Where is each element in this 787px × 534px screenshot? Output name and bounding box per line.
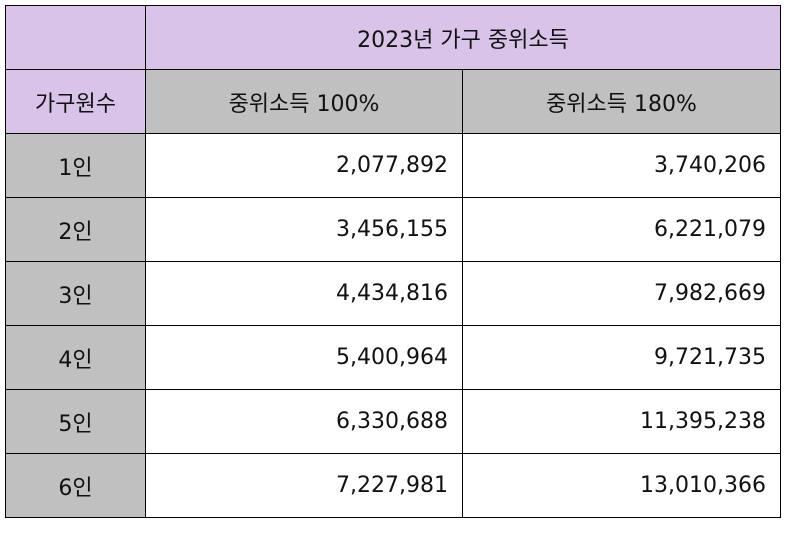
household-size-header: 가구원수 — [5, 69, 146, 134]
median-180-cell: 7,982,669 — [462, 261, 781, 326]
table-row: 1인 2,077,892 3,740,206 — [5, 133, 781, 198]
header-row: 가구원수 중위소득 100% 중위소득 180% — [5, 69, 781, 134]
table-row: 2인 3,456,155 6,221,079 — [5, 197, 781, 262]
table-title: 2023년 가구 중위소득 — [145, 5, 781, 70]
median-180-header: 중위소득 180% — [462, 69, 781, 134]
median-180-cell: 6,221,079 — [462, 197, 781, 262]
median-100-cell: 4,434,816 — [145, 261, 463, 326]
median-100-cell: 6,330,688 — [145, 389, 463, 454]
corner-cell — [5, 5, 146, 70]
median-100-cell: 7,227,981 — [145, 453, 463, 518]
household-size-cell: 2인 — [5, 197, 146, 262]
title-row: 2023년 가구 중위소득 — [5, 5, 781, 70]
household-size-cell: 4인 — [5, 325, 146, 390]
median-income-table: 2023년 가구 중위소득 가구원수 중위소득 100% 중위소득 180% 1… — [5, 5, 781, 518]
median-180-cell: 9,721,735 — [462, 325, 781, 390]
table-row: 6인 7,227,981 13,010,366 — [5, 453, 781, 518]
median-100-header: 중위소득 100% — [145, 69, 463, 134]
household-size-cell: 3인 — [5, 261, 146, 326]
median-100-cell: 5,400,964 — [145, 325, 463, 390]
median-180-cell: 3,740,206 — [462, 133, 781, 198]
household-size-cell: 5인 — [5, 389, 146, 454]
household-size-cell: 1인 — [5, 133, 146, 198]
table-row: 4인 5,400,964 9,721,735 — [5, 325, 781, 390]
median-100-cell: 3,456,155 — [145, 197, 463, 262]
median-100-cell: 2,077,892 — [145, 133, 463, 198]
median-180-cell: 11,395,238 — [462, 389, 781, 454]
table-row: 5인 6,330,688 11,395,238 — [5, 389, 781, 454]
household-size-cell: 6인 — [5, 453, 146, 518]
median-180-cell: 13,010,366 — [462, 453, 781, 518]
table-row: 3인 4,434,816 7,982,669 — [5, 261, 781, 326]
